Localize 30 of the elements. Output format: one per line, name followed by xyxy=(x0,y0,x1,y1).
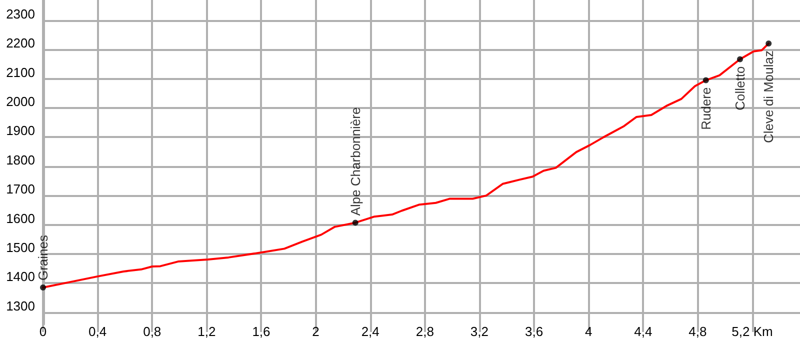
x-tick-label: 3,2 xyxy=(470,324,489,338)
y-tick-label: 1600 xyxy=(6,210,35,226)
y-tick-label: 1400 xyxy=(6,269,35,284)
annotation: Cleve di Moulaz xyxy=(761,50,776,143)
y-tick-label: 1900 xyxy=(6,123,35,138)
y-tick-label: 2300 xyxy=(6,6,35,22)
x-tick-label: 2 xyxy=(312,324,320,338)
x-tick-label: 2,4 xyxy=(361,324,380,338)
annotation: Alpe Charbonnière xyxy=(348,107,363,216)
x-tick-label: 2,8 xyxy=(416,324,434,338)
y-tick-label: 2200 xyxy=(6,36,35,51)
x-tick-label: 0,8 xyxy=(143,324,162,338)
x-tick-label: 3,6 xyxy=(524,324,544,338)
y-tick-label: 1500 xyxy=(6,240,35,255)
x-tick-label: 0,4 xyxy=(88,324,107,338)
y-tick-label: 1800 xyxy=(6,152,35,168)
x-tick-label: 0 xyxy=(39,324,47,338)
y-tick-label: 1300 xyxy=(6,298,35,314)
x-tick-label: 4,8 xyxy=(688,324,707,338)
x-tick-label: 4 xyxy=(584,324,592,338)
annotation: Rudere xyxy=(698,87,714,130)
y-tick-label: 2100 xyxy=(6,64,35,80)
x-tick-label: 1,2 xyxy=(198,324,216,338)
x-tick-label: 1,6 xyxy=(252,324,270,338)
y-tick-label: 1700 xyxy=(6,182,35,197)
annotation: Colletto xyxy=(732,66,748,110)
y-tick-label: 2000 xyxy=(6,94,35,109)
x-tick-label: 5,2 Km xyxy=(732,324,773,338)
x-tick-label: 4,4 xyxy=(634,324,652,338)
annotation: Graines xyxy=(36,234,50,281)
